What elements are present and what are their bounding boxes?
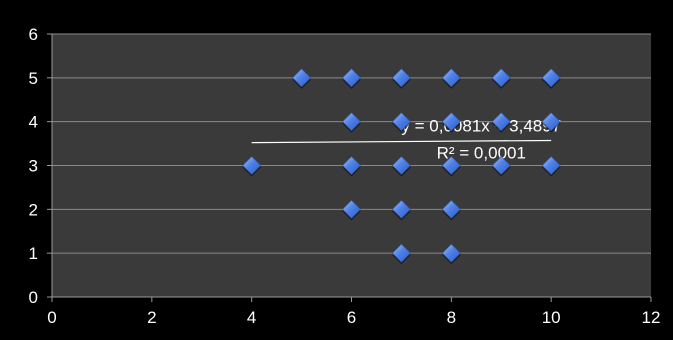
data-points bbox=[242, 68, 561, 265]
data-point-marker bbox=[541, 68, 561, 88]
data-point-marker bbox=[292, 68, 312, 88]
trendline-group: y = 0,0081x + 3,4897 R² = 0,0001 bbox=[251, 116, 561, 162]
y-tick-label-0: 0 bbox=[29, 288, 38, 307]
trendline-equation: y = 0,0081x + 3,4897 bbox=[401, 116, 561, 135]
data-point bbox=[391, 156, 411, 177]
y-tick-label-4: 4 bbox=[29, 113, 38, 132]
data-point-marker bbox=[242, 156, 262, 175]
x-tick-label-8: 8 bbox=[447, 308, 456, 327]
trendline bbox=[251, 139, 552, 144]
x-axis-ticks: 0 2 4 6 8 10 12 bbox=[47, 297, 660, 327]
x-tick-label-12: 12 bbox=[642, 308, 661, 327]
data-point-marker bbox=[541, 156, 561, 175]
data-point-marker bbox=[491, 156, 511, 175]
data-point-marker bbox=[342, 156, 361, 175]
data-point bbox=[391, 68, 411, 89]
data-point-marker bbox=[391, 68, 411, 88]
y-tick-label-3: 3 bbox=[29, 157, 38, 176]
data-point-marker bbox=[441, 112, 461, 132]
data-point bbox=[342, 68, 361, 89]
data-point bbox=[391, 199, 411, 221]
data-point bbox=[242, 156, 262, 177]
data-point-marker bbox=[391, 156, 411, 175]
data-point bbox=[441, 199, 461, 221]
data-point-marker bbox=[391, 199, 411, 219]
data-point-marker bbox=[342, 68, 361, 88]
y-tick-label-1: 1 bbox=[29, 244, 38, 263]
data-point bbox=[541, 68, 561, 89]
data-point-marker bbox=[441, 243, 461, 263]
data-point-marker bbox=[391, 112, 411, 132]
x-tick-label-0: 0 bbox=[47, 308, 56, 327]
x-tick-label-10: 10 bbox=[542, 308, 561, 327]
data-point bbox=[441, 112, 461, 133]
y-tick-label-5: 5 bbox=[29, 69, 38, 88]
data-point bbox=[441, 68, 461, 89]
data-point-marker bbox=[342, 199, 361, 219]
x-tick-label-4: 4 bbox=[247, 308, 256, 327]
data-point bbox=[441, 156, 461, 177]
data-point bbox=[541, 156, 561, 177]
data-point bbox=[441, 243, 461, 265]
data-point bbox=[342, 199, 361, 221]
y-tick-label-2: 2 bbox=[29, 200, 38, 219]
x-tick-label-2: 2 bbox=[147, 308, 156, 327]
trendline-r-squared: R² = 0,0001 bbox=[437, 143, 526, 162]
data-point bbox=[391, 112, 411, 133]
data-point bbox=[491, 68, 511, 89]
data-point-marker bbox=[441, 156, 461, 175]
x-tick-label-6: 6 bbox=[347, 308, 356, 327]
data-point bbox=[342, 112, 361, 133]
data-point-marker bbox=[441, 199, 461, 219]
data-point bbox=[491, 156, 511, 177]
data-point-marker bbox=[391, 243, 411, 263]
data-point bbox=[491, 112, 511, 133]
data-point-marker bbox=[541, 112, 561, 132]
data-point bbox=[541, 112, 561, 133]
y-tick-label-6: 6 bbox=[29, 25, 38, 44]
y-axis-ticks: 0 1 2 3 4 5 6 bbox=[29, 25, 52, 307]
data-point bbox=[292, 68, 312, 89]
data-point-marker bbox=[491, 68, 511, 88]
data-point bbox=[391, 243, 411, 265]
data-point-marker bbox=[441, 68, 461, 88]
data-point bbox=[342, 156, 361, 177]
data-point-marker bbox=[491, 112, 511, 132]
data-point-marker bbox=[342, 112, 361, 132]
